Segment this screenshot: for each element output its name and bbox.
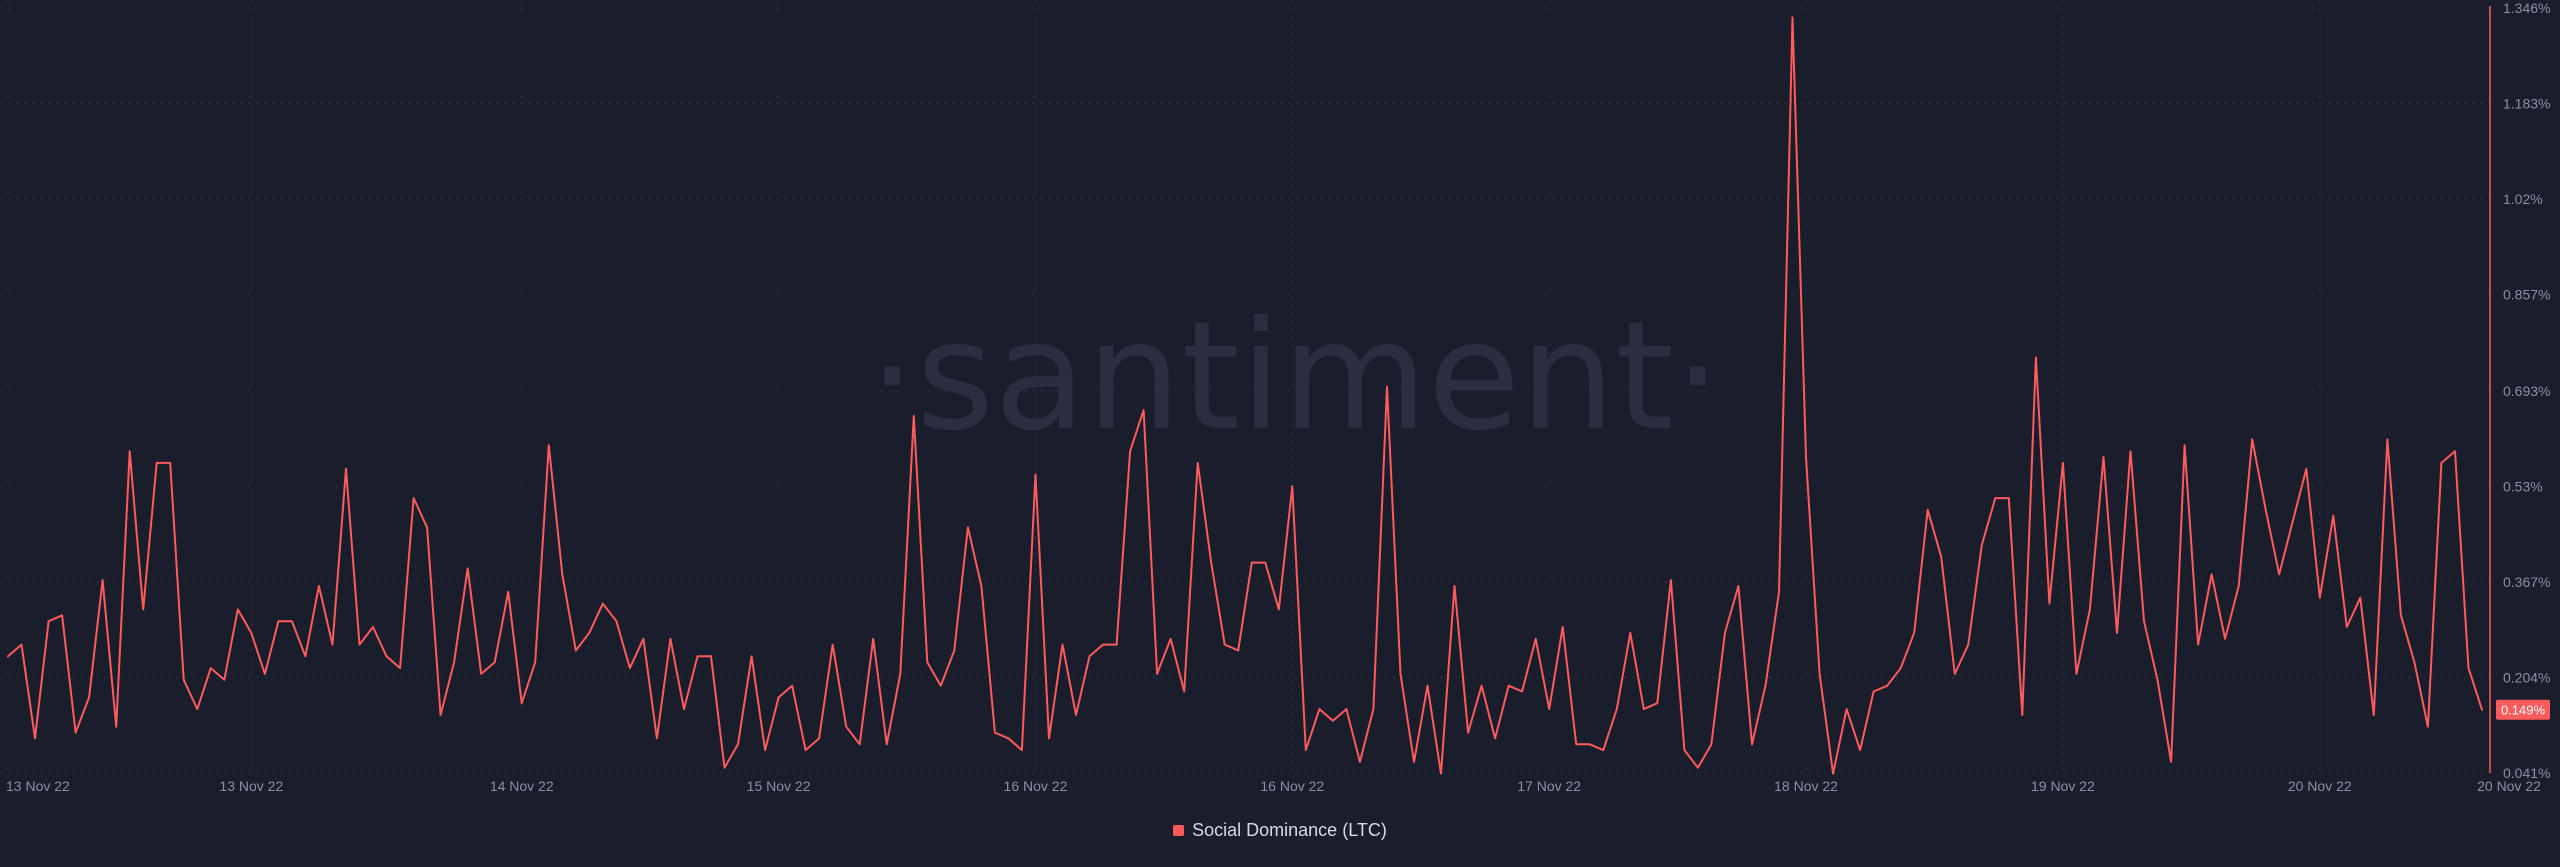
x-tick-label: 20 Nov 22 xyxy=(2477,778,2541,794)
x-tick-label: 18 Nov 22 xyxy=(1774,778,1838,794)
last-value-badge-bg xyxy=(2496,699,2550,720)
x-tick-label: 20 Nov 22 xyxy=(2288,778,2352,794)
chart-legend[interactable]: Social Dominance (LTC) xyxy=(0,820,2560,841)
grid-layer xyxy=(0,0,2510,774)
x-tick-label: 16 Nov 22 xyxy=(1004,778,1068,794)
series-layer xyxy=(7,16,2483,775)
y-tick-label: 1.183% xyxy=(2503,96,2550,112)
y-tick-label: 0.041% xyxy=(2503,765,2550,781)
x-tick-label: 16 Nov 22 xyxy=(1260,778,1324,794)
y-tick-label: 0.857% xyxy=(2503,287,2550,303)
axis-layer: 1.346% 1.183% 1.02% 0.857% 0.693% 0.53% 0.367%… xyxy=(6,0,2550,794)
y-tick-label: 1.346% xyxy=(2503,0,2550,16)
y-tick-label: 0.204% xyxy=(2503,669,2550,685)
y-tick-label: 0.53% xyxy=(2503,478,2543,494)
y-tick-label: 1.02% xyxy=(2503,191,2543,207)
x-tick-label: 17 Nov 22 xyxy=(1517,778,1581,794)
last-value-badge: 0.149% xyxy=(2496,699,2550,720)
x-tick-label: 14 Nov 22 xyxy=(490,778,554,794)
last-value-badge-text: 0.149% xyxy=(2501,703,2546,718)
y-tick-label: 0.367% xyxy=(2503,574,2550,590)
x-tick-label: 13 Nov 22 xyxy=(219,778,283,794)
legend-label: Social Dominance (LTC) xyxy=(1192,820,1387,840)
series-line-social-dominance[interactable] xyxy=(7,16,2483,775)
x-tick-label: 19 Nov 22 xyxy=(2031,778,2095,794)
x-tick-label: 15 Nov 22 xyxy=(747,778,811,794)
y-tick-label: 0.693% xyxy=(2503,383,2550,399)
x-tick-label: 13 Nov 22 xyxy=(6,778,70,794)
santiment-watermark: ·santiment· xyxy=(868,290,1721,464)
legend-swatch xyxy=(1173,825,1185,836)
